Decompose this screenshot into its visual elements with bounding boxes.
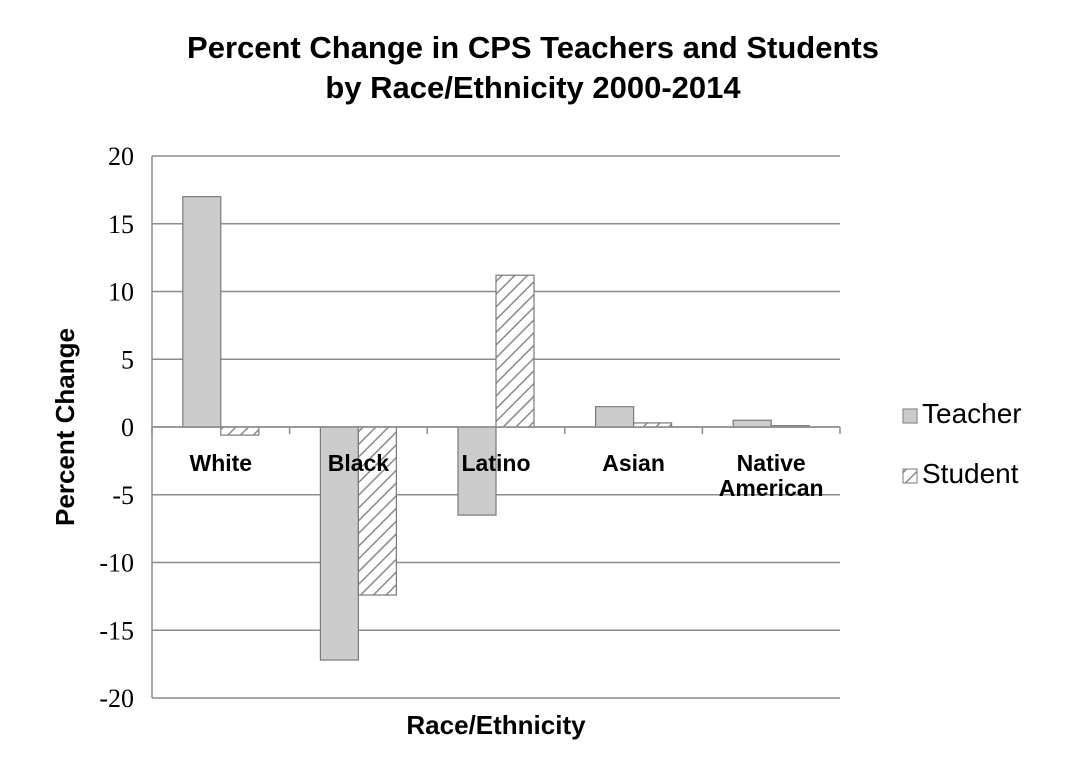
bar-teacher-native-american <box>732 419 772 428</box>
x-category-label: White <box>189 450 252 476</box>
x-category-label: Black <box>328 450 390 476</box>
bar-teacher-white <box>182 196 222 428</box>
bar-student-black <box>357 426 397 596</box>
bar-student-latino <box>495 274 535 428</box>
y-tick-label: 0 <box>121 413 134 442</box>
chart-title-line2: by Race/Ethnicity 2000-2014 <box>325 70 741 105</box>
x-category-label: Latino <box>462 450 531 476</box>
y-tick-label: -10 <box>99 549 134 578</box>
y-tick-label: 5 <box>121 345 134 374</box>
bar-teacher-latino <box>457 426 497 516</box>
legend-label-teacher: Teacher <box>922 398 1022 429</box>
y-tick-label: 20 <box>108 142 134 171</box>
x-axis-title: Race/Ethnicity <box>406 710 586 740</box>
chart-title-line1: Percent Change in CPS Teachers and Stude… <box>187 30 879 65</box>
x-category-label: Native <box>737 450 806 476</box>
y-tick-label: -15 <box>99 616 134 645</box>
bar-teacher-asian <box>594 406 635 428</box>
legend-swatch-student <box>902 468 918 484</box>
y-axis-title: Percent Change <box>50 328 80 526</box>
y-tick-label: 10 <box>108 278 134 307</box>
y-tick-label: 15 <box>108 210 134 239</box>
chart-title: Percent Change in CPS Teachers and Stude… <box>0 28 1066 108</box>
x-category-label: American <box>719 475 824 501</box>
y-tick-label: -20 <box>99 684 134 713</box>
x-category-label: Asian <box>602 450 665 476</box>
bar-student-white <box>220 426 260 436</box>
bar-teacher-black <box>319 426 359 661</box>
y-tick-label: -5 <box>112 481 134 510</box>
legend-swatch-teacher <box>902 408 918 424</box>
legend-label-student: Student <box>922 458 1019 489</box>
